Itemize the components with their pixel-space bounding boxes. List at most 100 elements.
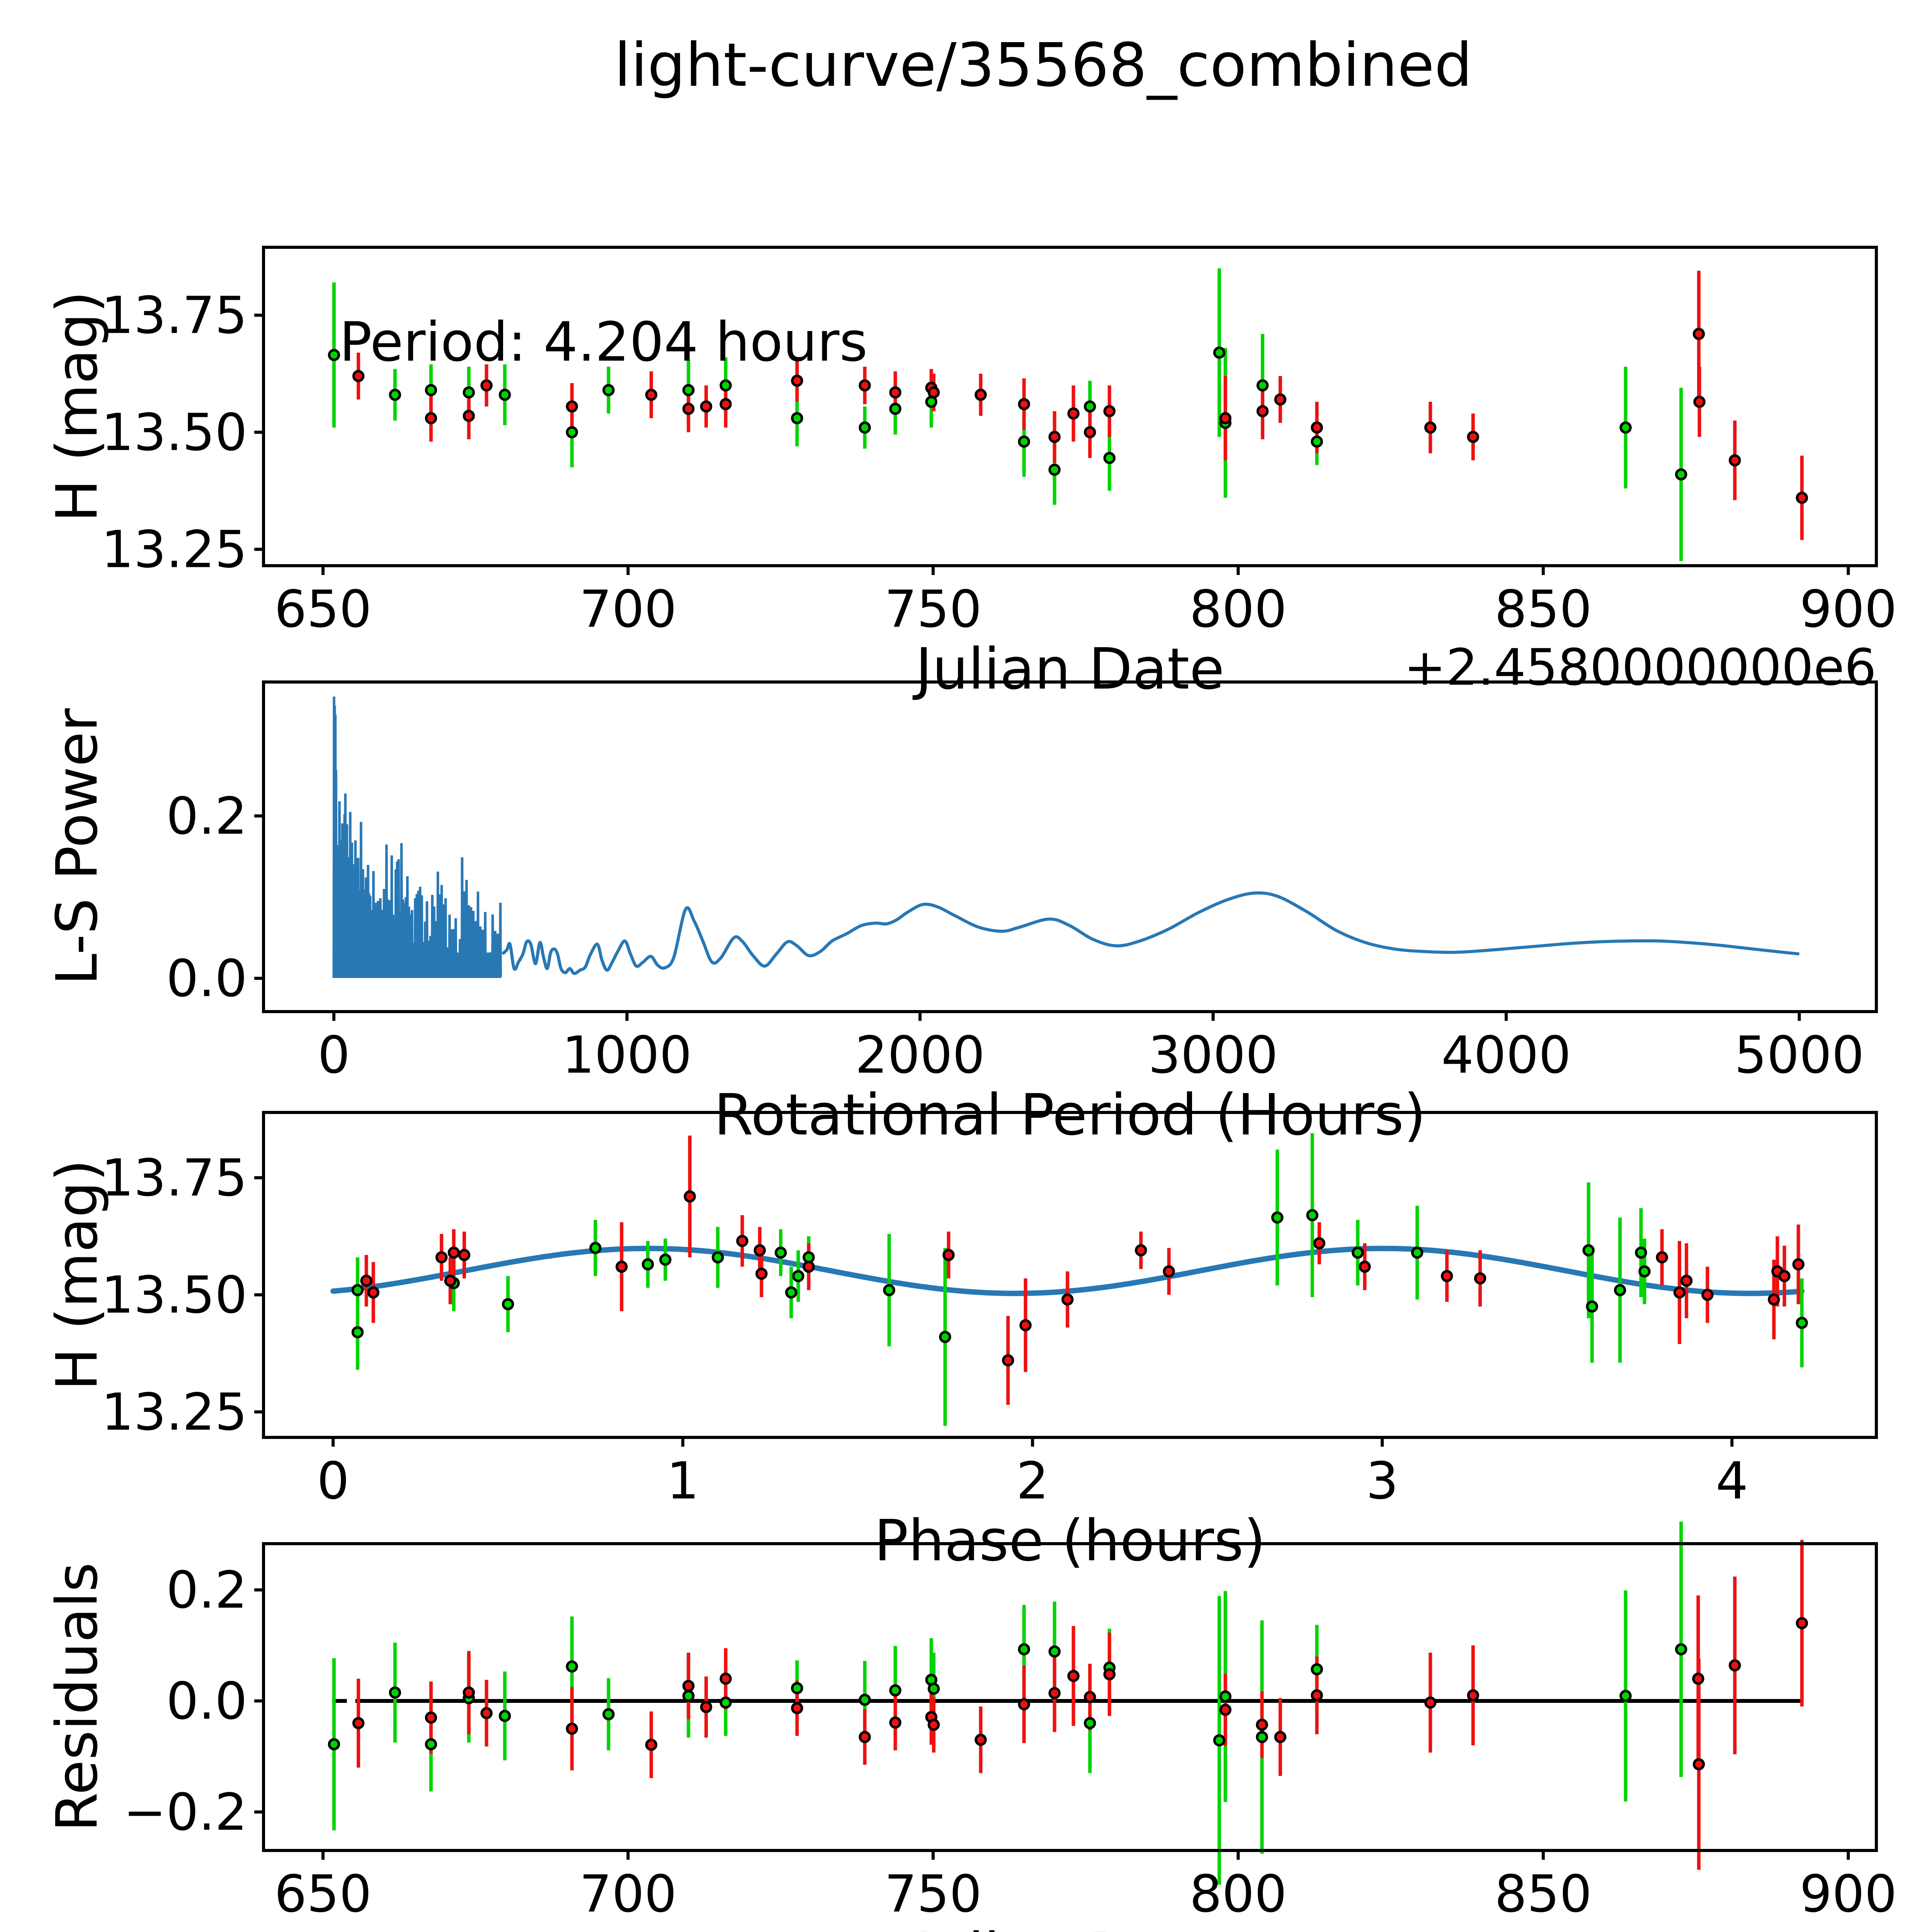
red-data-point bbox=[1311, 421, 1323, 434]
x-tick-label: 650 bbox=[274, 580, 372, 639]
x-tick-label: 3000 bbox=[1148, 1026, 1278, 1085]
green-data-point bbox=[425, 1738, 437, 1750]
y-tick-label: 13.75 bbox=[101, 286, 247, 345]
green-data-point bbox=[889, 1684, 901, 1697]
x-axis-label: Rotational Period (Hours) bbox=[714, 1082, 1426, 1148]
y-axis-label: H (mag) bbox=[44, 1159, 110, 1391]
red-data-point bbox=[1134, 1244, 1147, 1257]
green-data-point bbox=[883, 1284, 895, 1296]
red-data-point bbox=[1474, 1272, 1486, 1285]
periodogram-noise-curve bbox=[332, 696, 502, 978]
green-data-point bbox=[1619, 421, 1632, 434]
figure-title: light-curve/35568_combined bbox=[614, 30, 1472, 100]
green-data-point bbox=[1311, 1663, 1323, 1675]
green-data-point bbox=[1256, 1731, 1268, 1743]
green-data-point bbox=[1306, 1209, 1318, 1221]
red-data-point bbox=[1778, 1270, 1791, 1282]
x-tick-label: 850 bbox=[1495, 1864, 1592, 1924]
red-data-point bbox=[1768, 1293, 1780, 1306]
red-data-point bbox=[942, 1249, 955, 1261]
x-axis-label: Phase (hours) bbox=[874, 1508, 1266, 1574]
red-data-point bbox=[425, 412, 437, 425]
y-axis-label: L-S Power bbox=[44, 708, 110, 985]
green-data-point bbox=[1213, 346, 1226, 359]
red-data-point bbox=[791, 1702, 803, 1714]
x-tick-label: 750 bbox=[884, 580, 982, 639]
x-axis-label: Julian Date bbox=[912, 636, 1225, 702]
red-data-point bbox=[463, 1686, 475, 1699]
red-data-point bbox=[1440, 1270, 1453, 1282]
red-data-point bbox=[1692, 1758, 1705, 1770]
y-axis-label: H (mag) bbox=[44, 291, 110, 522]
y-tick-label: 0.2 bbox=[166, 787, 247, 846]
red-data-point bbox=[1728, 1659, 1741, 1672]
green-data-point bbox=[785, 1286, 798, 1299]
green-data-point bbox=[939, 1331, 951, 1343]
green-data-point bbox=[566, 1660, 578, 1673]
green-data-point bbox=[1635, 1247, 1647, 1259]
red-data-point bbox=[1424, 1696, 1437, 1709]
red-data-point bbox=[1673, 1286, 1686, 1299]
green-data-point bbox=[328, 349, 340, 361]
red-data-point bbox=[1467, 431, 1480, 443]
red-data-point bbox=[360, 1274, 372, 1287]
red-data-point bbox=[859, 1731, 871, 1743]
periodogram-smooth-curve bbox=[501, 891, 1799, 975]
red-data-point bbox=[1692, 328, 1705, 340]
red-data-point bbox=[566, 400, 578, 413]
red-data-point bbox=[1680, 1274, 1693, 1287]
y-tick-label: −0.2 bbox=[123, 1782, 247, 1842]
red-data-point bbox=[1728, 454, 1741, 467]
green-data-point bbox=[889, 403, 901, 415]
red-data-point bbox=[1067, 407, 1080, 420]
green-data-point bbox=[1411, 1247, 1423, 1259]
red-data-point bbox=[1018, 398, 1030, 410]
x-tick-label: 700 bbox=[579, 1864, 677, 1924]
red-data-point bbox=[566, 1723, 578, 1735]
x-tick-label: 850 bbox=[1495, 580, 1592, 639]
green-data-point bbox=[1213, 1734, 1226, 1747]
red-data-point bbox=[1311, 1689, 1323, 1702]
red-data-point bbox=[1219, 1704, 1231, 1716]
green-data-point bbox=[1048, 463, 1061, 476]
red-data-point bbox=[1083, 1691, 1096, 1703]
green-data-point bbox=[463, 386, 475, 399]
x-tick-label: 650 bbox=[274, 1864, 372, 1924]
red-data-point bbox=[719, 398, 732, 410]
red-data-point bbox=[975, 388, 987, 401]
green-data-point bbox=[602, 384, 615, 396]
green-data-point bbox=[1103, 452, 1116, 464]
green-data-point bbox=[425, 384, 437, 396]
red-data-point bbox=[700, 400, 713, 413]
red-data-point bbox=[1693, 396, 1706, 408]
red-data-point bbox=[927, 386, 940, 399]
green-data-point bbox=[502, 1298, 514, 1310]
axes-frame bbox=[262, 680, 1878, 1013]
phased-lightcurve-panel: 0 1 2 3 4 13.25 13.50 13.75 Phase (hours) H (mag) bbox=[44, 1111, 1878, 1574]
green-data-point bbox=[351, 1326, 364, 1338]
green-data-point bbox=[659, 1253, 672, 1266]
red-data-point bbox=[791, 374, 803, 387]
red-data-point bbox=[1163, 1265, 1175, 1278]
y-tick-label: 0.2 bbox=[166, 1561, 247, 1620]
red-data-point bbox=[889, 386, 901, 399]
green-data-point bbox=[792, 1270, 804, 1282]
red-data-point bbox=[1256, 1719, 1268, 1731]
green-data-point bbox=[389, 1686, 401, 1699]
green-data-point bbox=[1638, 1265, 1651, 1278]
green-data-point bbox=[711, 1251, 724, 1264]
y-tick-label: 13.50 bbox=[101, 403, 247, 463]
red-data-point bbox=[616, 1260, 628, 1273]
red-data-point bbox=[684, 1190, 696, 1203]
red-data-point bbox=[889, 1716, 901, 1729]
red-data-point bbox=[1424, 421, 1437, 434]
red-data-point bbox=[352, 370, 365, 382]
red-data-point bbox=[859, 379, 871, 392]
y-tick-label: 13.25 bbox=[101, 520, 247, 580]
red-data-point bbox=[367, 1286, 379, 1299]
red-data-point bbox=[975, 1733, 987, 1746]
y-tick-label: 0.0 bbox=[166, 949, 247, 1009]
green-data-point bbox=[859, 421, 871, 434]
red-data-point bbox=[1083, 426, 1096, 439]
green-data-point bbox=[682, 384, 695, 396]
